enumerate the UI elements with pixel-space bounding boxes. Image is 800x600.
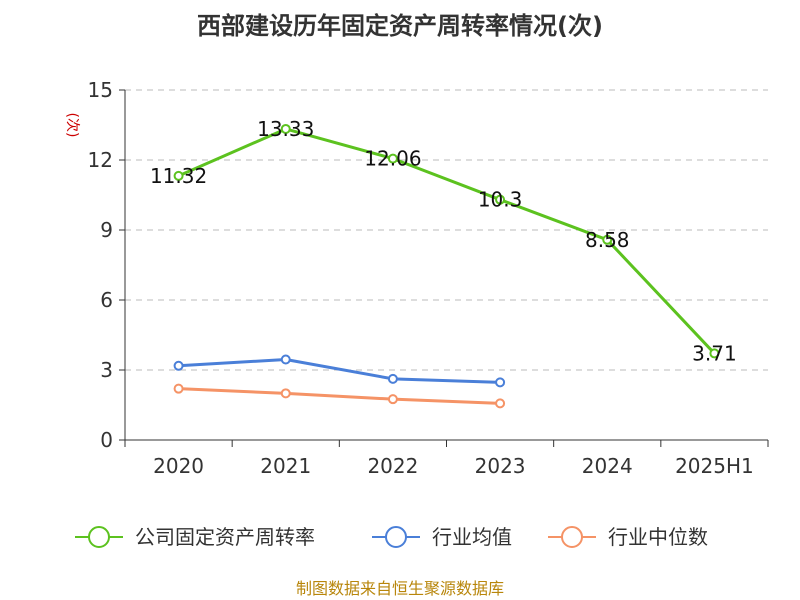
legend: 公司固定资产周转率 行业均值 行业中位数 [75, 525, 708, 549]
data-point [602, 234, 613, 245]
axes: 0 3 6 9 12 15 2020 2021 2022 2023 2024 2025H1 [88, 78, 769, 478]
data-point [495, 377, 506, 388]
legend-marker-icon [385, 526, 407, 548]
chart-title: 西部建设历年固定资产周转率情况(次) [197, 12, 603, 40]
y-tick-label: 0 [100, 428, 113, 452]
source-note: 制图数据来自恒生聚源数据库 [296, 579, 504, 598]
x-tick-label: 2024 [582, 454, 633, 478]
y-tick-label: 9 [100, 218, 113, 242]
series-line [178, 387, 501, 405]
data-point [709, 348, 720, 359]
data-label: 3.71 [692, 341, 737, 365]
data-point [495, 398, 506, 409]
data-point [387, 373, 398, 384]
y-tick-label: 12 [88, 148, 113, 172]
data-labels: 11.32 13.33 12.06 10.3 8.58 3.71 [150, 117, 737, 365]
series-1 [173, 354, 506, 388]
legend-label: 公司固定资产周转率 [135, 525, 315, 549]
x-tick-label: 2020 [153, 454, 204, 478]
x-tick-label: 2022 [367, 454, 418, 478]
data-point [280, 388, 291, 399]
data-point [495, 194, 506, 205]
data-label: 10.3 [478, 188, 523, 212]
data-label: 12.06 [364, 147, 421, 171]
legend-label: 行业中位数 [608, 525, 708, 549]
data-point [173, 170, 184, 181]
y-tick-label: 15 [88, 78, 113, 102]
data-point [387, 394, 398, 405]
series-layer [173, 123, 720, 409]
x-tick-label: 2021 [260, 454, 311, 478]
y-tick-label: 3 [100, 358, 113, 382]
data-point [280, 123, 291, 134]
x-tick-label: 2023 [475, 454, 526, 478]
data-point [280, 354, 291, 365]
data-label: 8.58 [585, 228, 630, 252]
gridlines [125, 89, 768, 371]
series-line [177, 127, 716, 355]
data-point [387, 153, 398, 164]
series-0 [173, 123, 720, 359]
legend-marker-icon [88, 526, 110, 548]
data-point [173, 360, 184, 371]
legend-label: 行业均值 [432, 525, 512, 549]
x-tick-label: 2025H1 [675, 454, 754, 478]
data-label: 11.32 [150, 164, 207, 188]
data-point [173, 383, 184, 394]
data-label: 13.33 [257, 117, 314, 141]
y-tick-label: 6 [100, 288, 113, 312]
legend-item-0: 公司固定资产周转率 [75, 525, 315, 549]
legend-item-1: 行业均值 [372, 525, 512, 549]
y-axis-unit-label: (次) [64, 113, 80, 138]
series-line [178, 358, 501, 384]
legend-marker-icon [561, 526, 583, 548]
series-2 [173, 383, 506, 409]
legend-item-2: 行业中位数 [548, 525, 708, 549]
